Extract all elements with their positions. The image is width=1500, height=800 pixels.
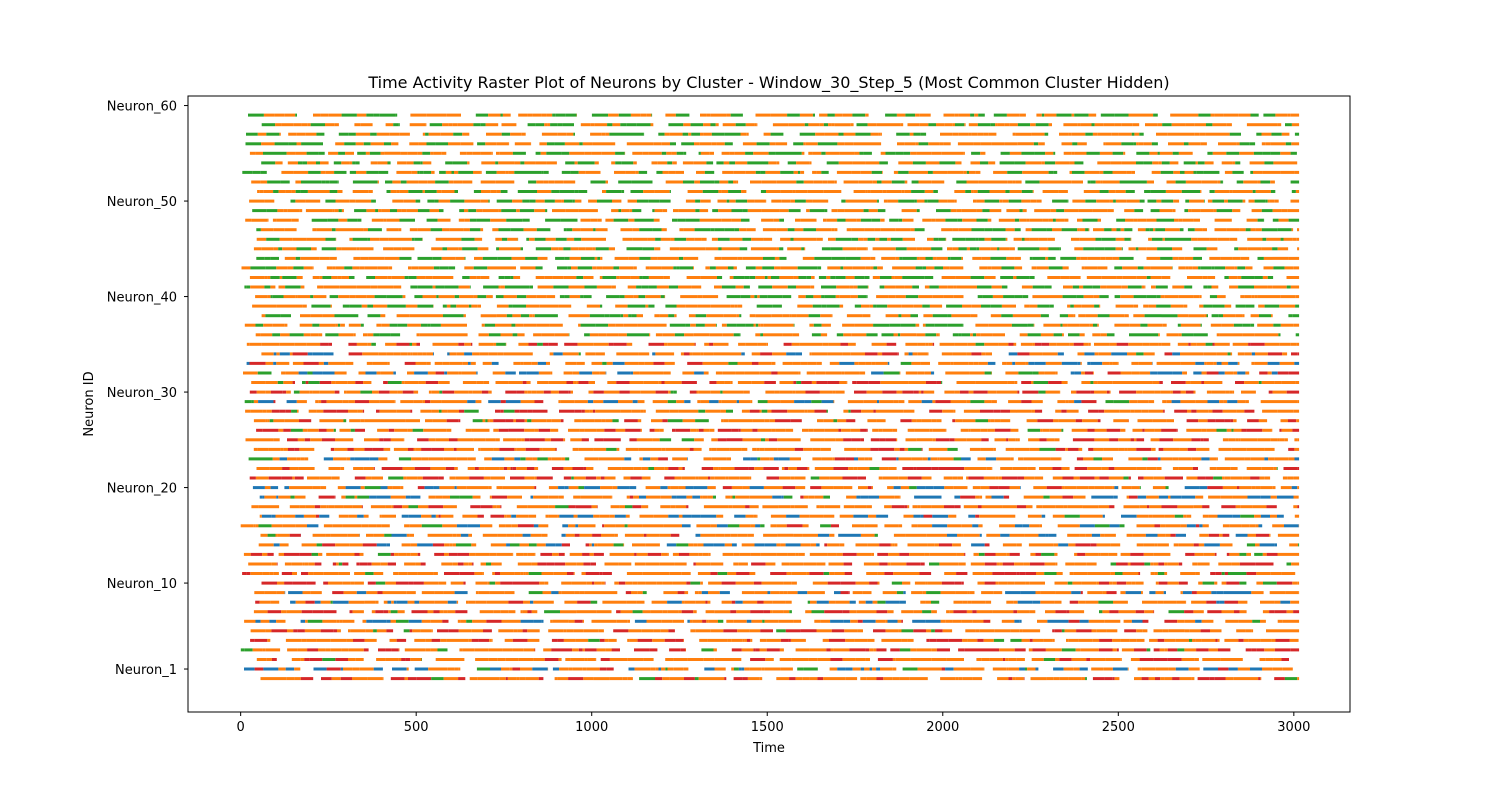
spike-segments [240, 113, 1300, 681]
plot-area [187, 95, 1351, 713]
chart-title: Time Activity Raster Plot of Neurons by … [367, 73, 1169, 93]
